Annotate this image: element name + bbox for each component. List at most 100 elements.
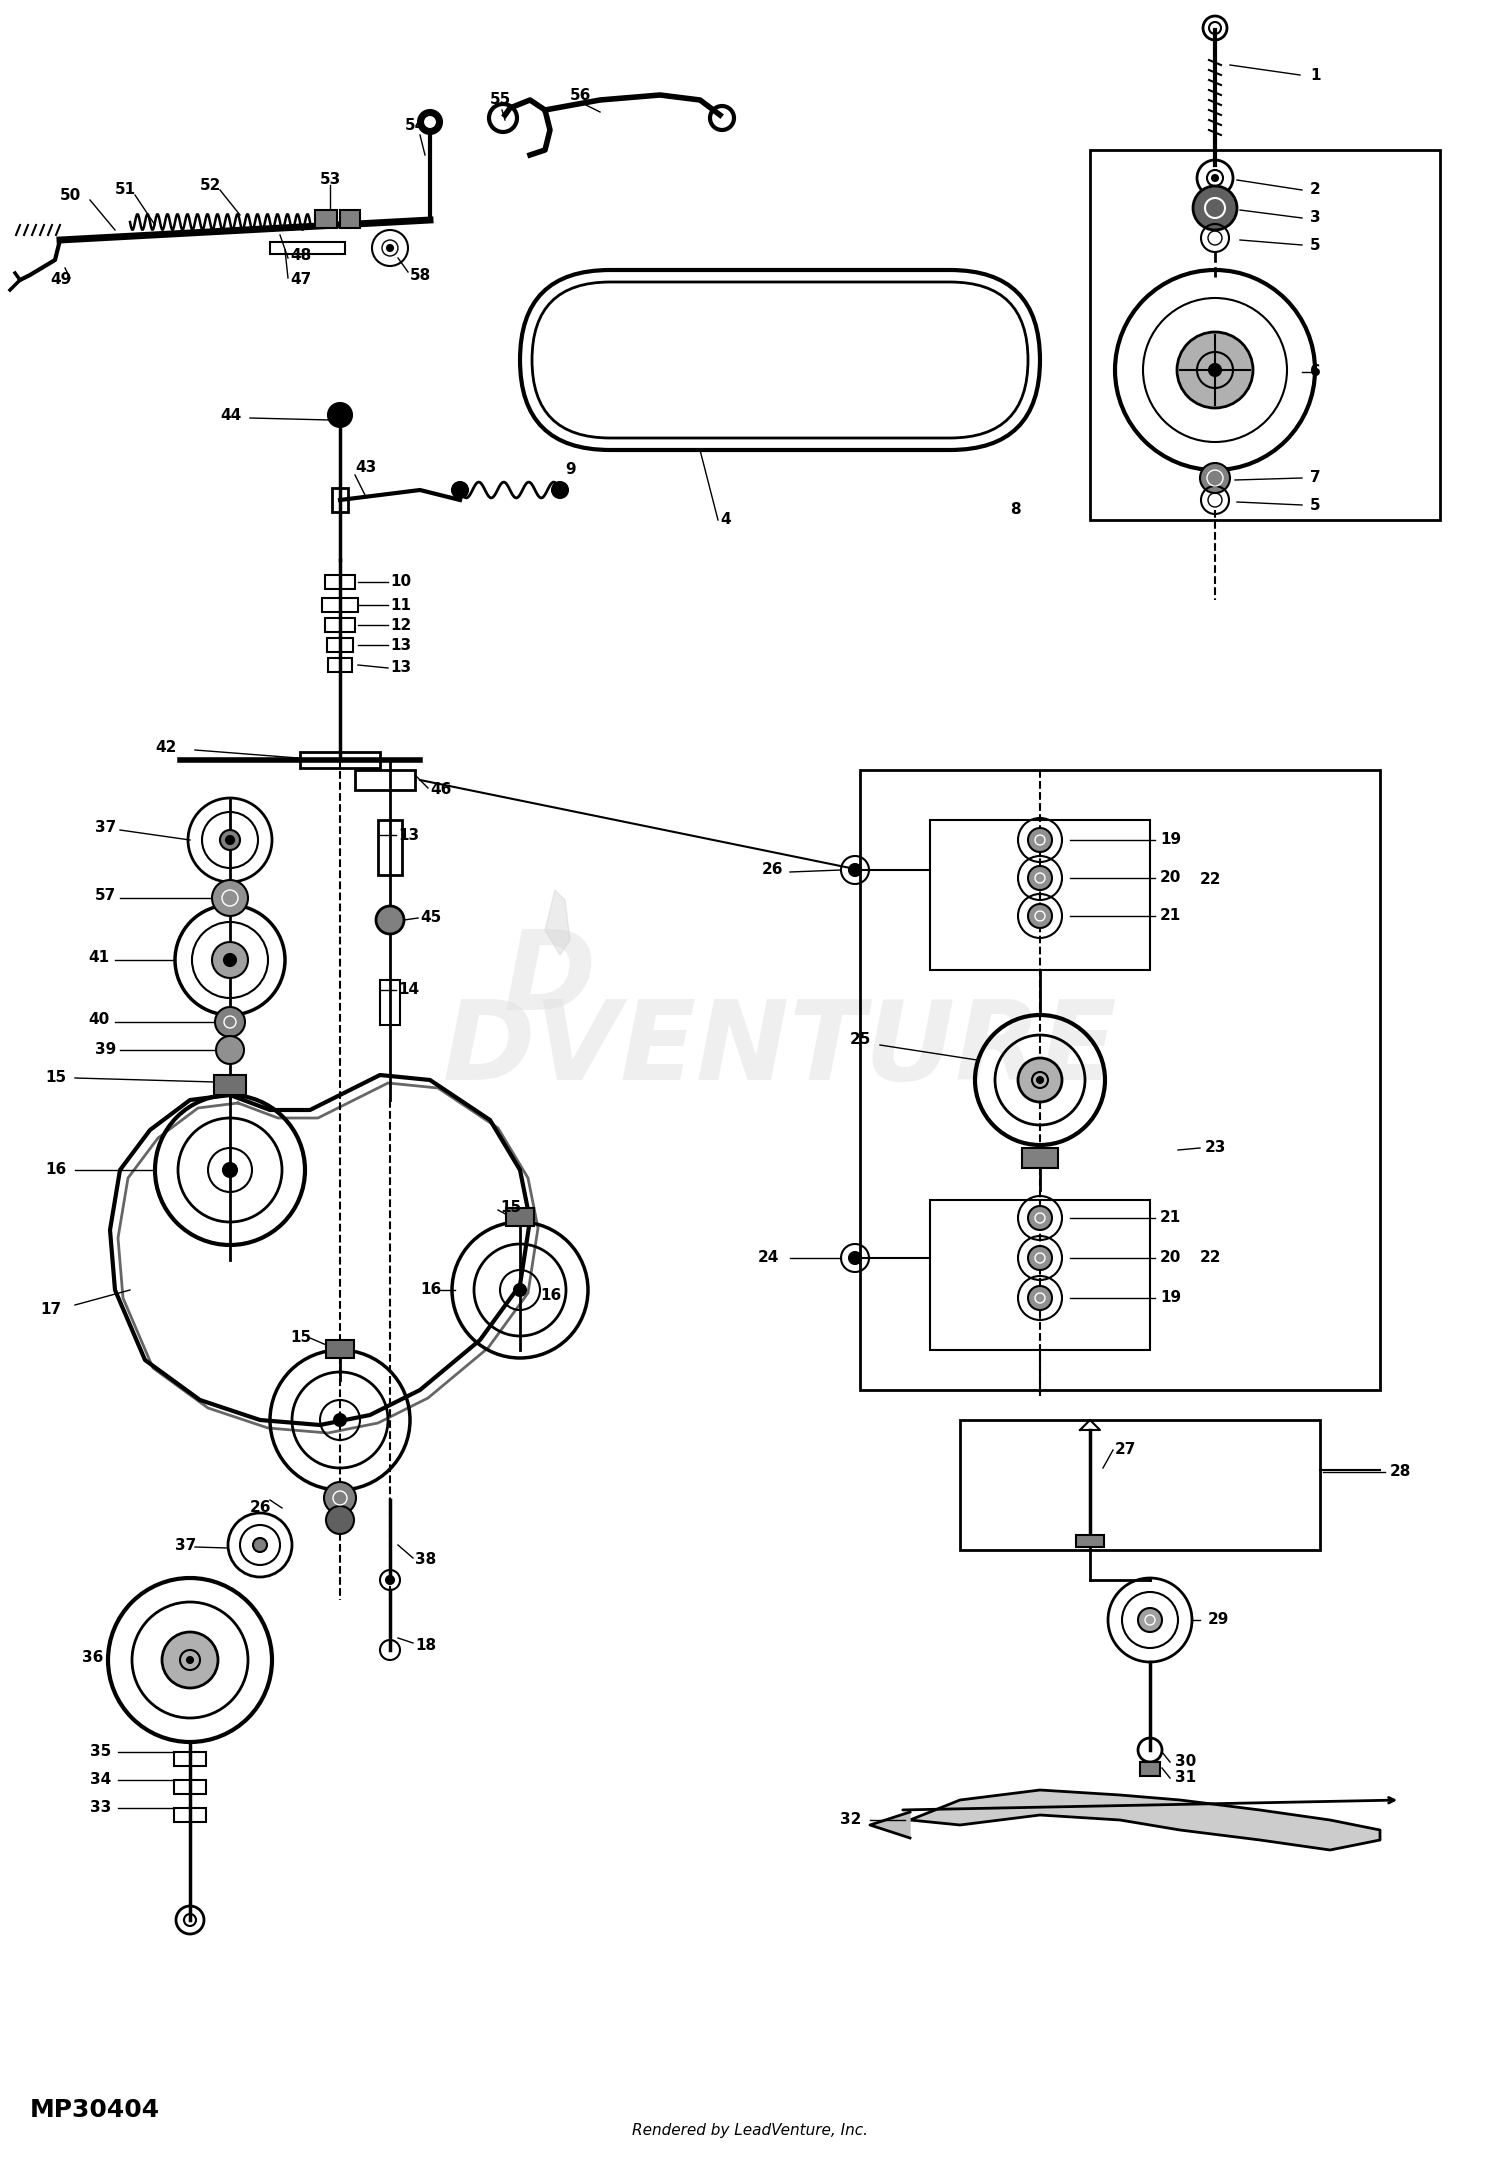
Circle shape — [1028, 1246, 1051, 1269]
Bar — [1022, 1149, 1058, 1168]
Text: 7: 7 — [1310, 471, 1320, 486]
Circle shape — [162, 1632, 218, 1688]
Text: 54: 54 — [405, 117, 426, 132]
Text: 18: 18 — [416, 1637, 436, 1652]
Text: 57: 57 — [94, 890, 117, 902]
Text: 25: 25 — [850, 1032, 871, 1047]
Text: 21: 21 — [1160, 909, 1182, 924]
Text: 53: 53 — [320, 173, 340, 188]
Text: 6: 6 — [1310, 365, 1320, 380]
Circle shape — [1028, 1207, 1051, 1231]
Text: 32: 32 — [840, 1814, 861, 1827]
Text: 41: 41 — [88, 950, 110, 965]
Circle shape — [849, 1252, 861, 1263]
Circle shape — [387, 244, 393, 250]
Bar — [270, 242, 345, 255]
Bar — [326, 617, 356, 633]
Text: Rendered by LeadVenture, Inc.: Rendered by LeadVenture, Inc. — [632, 2122, 868, 2137]
Text: 13: 13 — [390, 637, 411, 652]
Text: 46: 46 — [430, 782, 451, 797]
Bar — [1140, 1762, 1160, 1777]
Text: 22: 22 — [1200, 1250, 1221, 1265]
Bar — [378, 820, 402, 874]
Text: 14: 14 — [398, 982, 418, 997]
Bar — [322, 598, 358, 611]
Text: 15: 15 — [290, 1330, 310, 1345]
Text: D: D — [504, 926, 596, 1034]
Text: 11: 11 — [390, 598, 411, 613]
Text: 4: 4 — [720, 512, 730, 527]
Circle shape — [188, 1656, 194, 1662]
Circle shape — [334, 1414, 346, 1425]
Text: 37: 37 — [176, 1537, 196, 1552]
Circle shape — [514, 1285, 526, 1295]
Bar — [300, 751, 380, 769]
Text: 23: 23 — [1204, 1140, 1227, 1155]
Circle shape — [1138, 1608, 1162, 1632]
Text: 37: 37 — [94, 820, 117, 836]
Text: 39: 39 — [94, 1043, 117, 1058]
Text: 3: 3 — [1310, 209, 1320, 225]
Text: 31: 31 — [1174, 1770, 1196, 1785]
Circle shape — [376, 907, 404, 935]
Bar — [315, 209, 338, 229]
Circle shape — [849, 864, 861, 877]
Text: 50: 50 — [60, 188, 81, 203]
Text: DVENTURE: DVENTURE — [442, 997, 1118, 1103]
Text: 15: 15 — [45, 1071, 66, 1086]
Text: 51: 51 — [116, 184, 136, 196]
Text: 29: 29 — [1208, 1613, 1230, 1628]
Text: 26: 26 — [762, 861, 783, 877]
Text: 2: 2 — [1310, 184, 1320, 196]
Bar — [328, 658, 352, 671]
Text: 12: 12 — [390, 617, 411, 633]
Text: 45: 45 — [420, 911, 441, 926]
Bar — [859, 771, 1380, 1390]
Circle shape — [220, 829, 240, 851]
Text: MP30404: MP30404 — [30, 2099, 160, 2122]
Polygon shape — [870, 1811, 910, 1837]
Text: 44: 44 — [220, 408, 242, 423]
Text: 1: 1 — [1310, 67, 1320, 82]
Circle shape — [1192, 186, 1237, 231]
Text: 16: 16 — [45, 1162, 66, 1177]
Polygon shape — [544, 890, 570, 954]
Text: 5: 5 — [1310, 237, 1320, 253]
Bar — [506, 1209, 534, 1226]
Text: 27: 27 — [1114, 1442, 1137, 1457]
Text: 36: 36 — [82, 1649, 104, 1665]
Polygon shape — [910, 1790, 1380, 1850]
Bar — [326, 1341, 354, 1358]
Text: 9: 9 — [566, 462, 576, 477]
Circle shape — [216, 1036, 244, 1064]
Bar — [380, 980, 400, 1026]
Bar — [930, 820, 1150, 969]
Circle shape — [1028, 1287, 1051, 1311]
Bar — [174, 1779, 206, 1794]
Text: 40: 40 — [88, 1013, 110, 1028]
Circle shape — [1036, 1077, 1042, 1084]
Text: 19: 19 — [1160, 1291, 1180, 1306]
Circle shape — [224, 954, 236, 965]
Text: 48: 48 — [290, 248, 312, 263]
Circle shape — [224, 1164, 237, 1177]
Text: 35: 35 — [90, 1744, 111, 1760]
Text: 47: 47 — [290, 272, 312, 287]
Text: 5: 5 — [1310, 497, 1320, 512]
Circle shape — [552, 481, 568, 499]
Text: 15: 15 — [500, 1200, 520, 1216]
Circle shape — [1019, 1058, 1062, 1101]
Circle shape — [214, 1006, 244, 1036]
Text: 21: 21 — [1160, 1211, 1182, 1226]
Bar — [930, 1200, 1150, 1349]
Circle shape — [386, 1576, 394, 1585]
Circle shape — [452, 481, 468, 499]
Circle shape — [1200, 462, 1230, 492]
Text: 33: 33 — [90, 1801, 111, 1816]
Circle shape — [226, 836, 234, 844]
Circle shape — [1212, 175, 1218, 181]
Text: 58: 58 — [410, 268, 432, 283]
Bar — [1076, 1535, 1104, 1548]
Circle shape — [1028, 866, 1051, 890]
Text: 26: 26 — [251, 1501, 272, 1516]
